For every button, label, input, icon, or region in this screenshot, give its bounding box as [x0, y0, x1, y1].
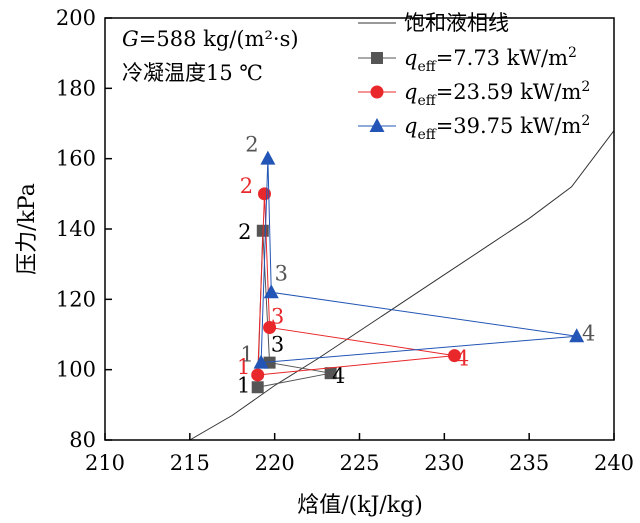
- y-axis-title: 压力/kPa: [15, 183, 40, 275]
- x-tick-label: 220: [255, 451, 295, 475]
- series-2-point-2: [257, 187, 271, 201]
- condensation-temperature-annotation: 冷凝温度15 ℃: [122, 61, 263, 85]
- series-2-point-label-1: 1: [237, 355, 250, 379]
- plot-border: [104, 17, 615, 441]
- x-axis-title: 焓值/(kJ/kg): [297, 493, 423, 518]
- series-3-point-label-1: 1: [240, 343, 253, 367]
- series-line-3: [260, 158, 577, 364]
- x-tick-label: 235: [509, 451, 549, 475]
- axis-ticks: 210 215 220 225 230 235 240 80 100 120 140 160 180 20…: [56, 6, 634, 475]
- saturation-line-layer: [189, 130, 615, 441]
- series-1-point-label-1: 1: [237, 373, 250, 397]
- x-tick-label: 210: [85, 451, 125, 475]
- series-1-point-4: [324, 367, 337, 380]
- legend-label-2: qeff=23.59 kW/m2: [404, 79, 590, 109]
- series-2-point-3: [263, 320, 277, 334]
- series-3-point-1: [253, 354, 269, 369]
- series-2-point-label-4: 4: [456, 347, 469, 371]
- series-2-point-label-3: 3: [271, 304, 284, 328]
- y-tick-label: 140: [56, 217, 96, 241]
- flux-annotation-value: =588 kg/(m²·s): [139, 27, 299, 51]
- series-2-point-4: [448, 349, 462, 363]
- series-3-point-3: [263, 284, 279, 299]
- legend-swatch-marker-3: [369, 118, 385, 132]
- series-1-point-1: [251, 381, 264, 394]
- legend-label-3: qeff=39.75 kW/m2: [404, 113, 590, 143]
- legend-label-saturation: 饱和液相线: [404, 11, 509, 35]
- y-tick-label: 200: [56, 6, 96, 30]
- series-3-point-label-2: 2: [245, 133, 258, 157]
- flux-annotation-symbol: G: [122, 27, 139, 51]
- y-tick-label: 80: [69, 428, 96, 452]
- x-tick-label: 240: [594, 451, 634, 475]
- series-1-point-label-4: 4: [332, 364, 345, 388]
- flux-annotation: G=588 kg/(m²·s): [122, 27, 299, 51]
- x-tick-label: 225: [339, 451, 379, 475]
- series-3-point-2: [260, 150, 276, 165]
- x-tick-label: 230: [424, 451, 464, 475]
- plot-frame: [104, 17, 615, 441]
- legend-label-1: qeff=7.73 kW/m2: [404, 45, 577, 75]
- series-2-point-label-2: 2: [240, 174, 253, 198]
- legend: 饱和液相线 qeff=7.73 kW/m2 qeff=23.59 kW/m2 qeff…: [358, 11, 590, 143]
- y-tick-label: 160: [56, 147, 96, 171]
- series-1-point-label-3: 3: [271, 333, 284, 357]
- series-3-point-4: [569, 328, 585, 343]
- legend-swatch-marker-2: [370, 85, 384, 99]
- saturation-liquid-line: [189, 130, 615, 441]
- y-tick-label: 120: [56, 287, 96, 311]
- series-2-point-1: [251, 368, 265, 382]
- x-tick-label: 215: [170, 451, 210, 475]
- y-tick-label: 180: [56, 76, 96, 100]
- y-tick-label: 100: [56, 358, 96, 382]
- series-1-point-label-2: 2: [238, 220, 251, 244]
- legend-swatch-marker-1: [371, 52, 383, 64]
- series-3-point-label-4: 4: [582, 321, 595, 345]
- series-3-point-label-3: 3: [275, 261, 288, 285]
